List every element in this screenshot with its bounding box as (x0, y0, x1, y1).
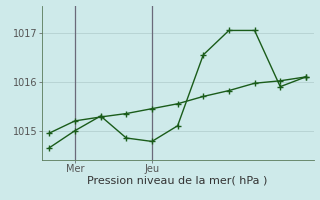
X-axis label: Pression niveau de la mer( hPa ): Pression niveau de la mer( hPa ) (87, 176, 268, 186)
